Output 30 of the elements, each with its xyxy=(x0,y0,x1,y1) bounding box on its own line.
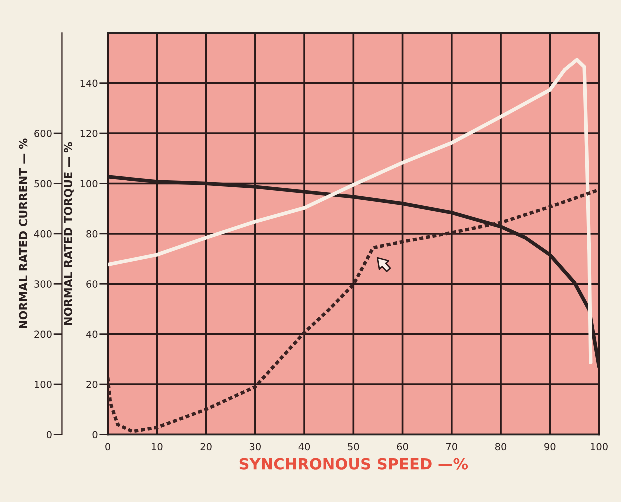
x-axis-title: SYNCHRONOUS SPEED —% xyxy=(240,458,468,470)
y2-tick-label: 0 xyxy=(46,431,52,439)
x-tick-label: 40 xyxy=(298,443,310,451)
x-tick-label: 30 xyxy=(250,443,261,451)
line-series xyxy=(108,58,593,364)
y2-tick-label: 600 xyxy=(34,130,52,138)
x-tick-label: 20 xyxy=(200,443,212,451)
y-tick-label: 140 xyxy=(80,80,98,88)
y-tick-label: 100 xyxy=(80,180,98,188)
x-tick-label: 10 xyxy=(152,443,163,451)
y-tick-label: 120 xyxy=(80,130,98,138)
x-tick-label: 100 xyxy=(591,443,608,451)
x-tick-label: 50 xyxy=(348,443,360,451)
y2-tick-label: 100 xyxy=(35,381,52,388)
y2-tick-label: 500 xyxy=(34,180,52,188)
x-tick-label: 70 xyxy=(446,443,458,451)
y2-tick-label: 400 xyxy=(34,230,52,238)
y-tick-label: 20 xyxy=(86,381,98,388)
x-tick-label: 0 xyxy=(106,443,110,451)
y-tick-label: 40 xyxy=(86,330,98,338)
y-tick-label: 80 xyxy=(86,230,98,238)
x-tick-label: 80 xyxy=(495,443,507,451)
x-tick-label: 60 xyxy=(397,443,408,451)
y-axis-title: NORMAL RATED TORQUE — % xyxy=(64,142,74,325)
y-tick-label: 60 xyxy=(86,280,98,288)
x-tick-label: 90 xyxy=(544,443,556,451)
y-tick-label: 0 xyxy=(92,431,98,439)
y2-tick-label: 300 xyxy=(34,280,52,288)
y2-axis-title: NORMAL RATED CURRENT — % xyxy=(19,138,28,329)
y2-tick-label: 200 xyxy=(34,330,52,338)
